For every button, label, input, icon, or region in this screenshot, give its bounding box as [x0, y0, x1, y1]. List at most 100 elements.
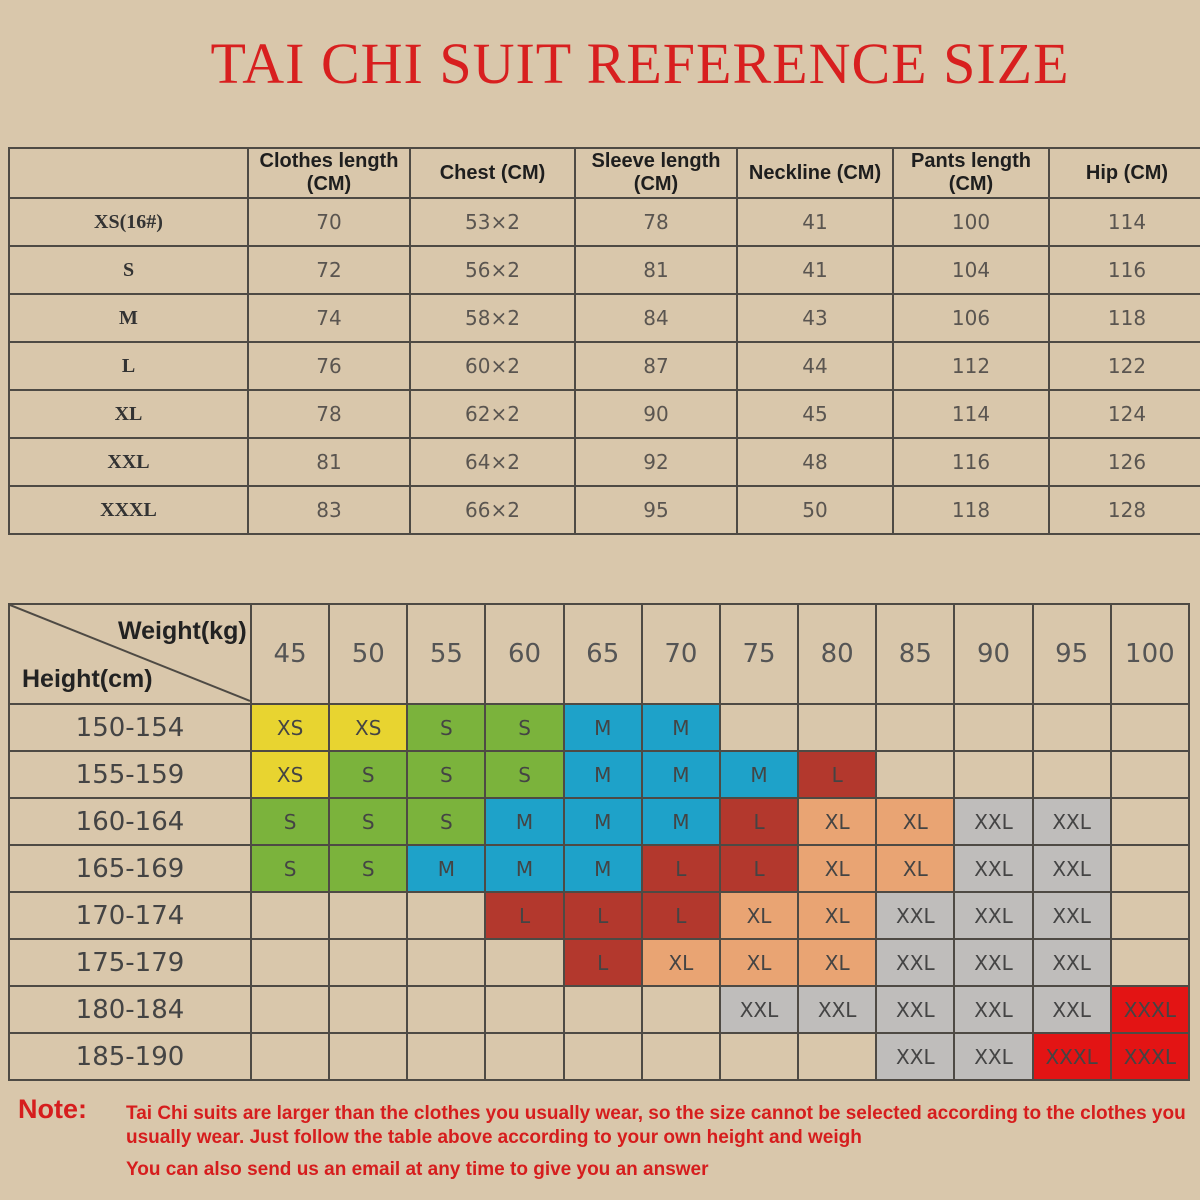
size-cell: 100 [892, 197, 1050, 247]
size-cell: XXXL [1109, 985, 1191, 1034]
height-row: 160-164 S S S M M M L XL XL XXL XXL [8, 797, 1191, 846]
size-cell: XXXL [1109, 1032, 1191, 1081]
weight-header: 55 [406, 603, 487, 705]
height-label: 185-190 [8, 1032, 252, 1081]
size-cell: L [718, 844, 800, 893]
header-cell: Neckline (CM) [736, 147, 894, 199]
size-cell [406, 985, 487, 1034]
size-name: XXL [8, 437, 249, 487]
size-cell: 45 [736, 389, 894, 439]
size-name: XL [8, 389, 249, 439]
size-name: XXXL [8, 485, 249, 535]
size-cell: 41 [736, 245, 894, 295]
size-cell: 72 [247, 245, 411, 295]
size-cell [718, 1032, 800, 1081]
size-cell: S [249, 797, 331, 846]
size-cell: L [640, 891, 721, 940]
size-cell: 90 [574, 389, 738, 439]
size-cell: S [484, 703, 565, 752]
weight-header: 70 [640, 603, 721, 705]
size-row: XL 78 62×2 90 45 114 124 [8, 389, 1200, 439]
size-cell: XL [718, 891, 800, 940]
size-cell: XXXL [1031, 1032, 1112, 1081]
height-label: 160-164 [8, 797, 252, 846]
size-cell: 124 [1048, 389, 1200, 439]
size-cell: XXL [875, 938, 956, 987]
weight-header: 45 [249, 603, 331, 705]
size-cell: L [484, 891, 565, 940]
size-cell: XL [797, 844, 878, 893]
size-cell: 128 [1048, 485, 1200, 535]
size-cell: 81 [247, 437, 411, 487]
size-cell: 104 [892, 245, 1050, 295]
size-cell: M [640, 797, 721, 846]
size-cell: S [328, 844, 409, 893]
size-cell: XXL [1031, 985, 1112, 1034]
size-cell: XL [797, 938, 878, 987]
corner-cell: Weight(kg) Height(cm) [8, 603, 252, 705]
size-cell: 84 [574, 293, 738, 343]
size-cell [718, 703, 800, 752]
size-cell: 43 [736, 293, 894, 343]
size-cell: XXL [797, 985, 878, 1034]
size-cell: 74 [247, 293, 411, 343]
weight-header: 75 [718, 603, 800, 705]
size-cell: M [484, 797, 565, 846]
header-row: Weight(kg) Height(cm) 45 50 55 60 65 70 75 80 85 90… [8, 603, 1191, 705]
note-line: You can also send us an email at any tim… [126, 1159, 709, 1180]
height-row: 175-179 L XL XL XL XXL XXL XXL [8, 938, 1191, 987]
size-cell: M [562, 750, 643, 799]
size-cell: XL [797, 891, 878, 940]
size-cell [1109, 891, 1191, 940]
size-cell: XXL [1031, 891, 1112, 940]
size-cell: S [249, 844, 331, 893]
size-cell: XS [249, 703, 331, 752]
size-cell [249, 938, 331, 987]
size-cell: L [562, 938, 643, 987]
size-cell: 48 [736, 437, 894, 487]
size-cell [640, 985, 721, 1034]
size-cell: XL [875, 797, 956, 846]
size-cell [797, 703, 878, 752]
size-cell: 41 [736, 197, 894, 247]
size-cell: 95 [574, 485, 738, 535]
size-cell: XXL [1031, 844, 1112, 893]
size-cell [640, 1032, 721, 1081]
size-cell: 118 [1048, 293, 1200, 343]
size-cell [1109, 797, 1191, 846]
weight-header: 80 [797, 603, 878, 705]
size-cell: S [406, 750, 487, 799]
size-cell: S [328, 750, 409, 799]
size-cell: XXL [953, 985, 1034, 1034]
size-cell: XS [328, 703, 409, 752]
size-cell [249, 891, 331, 940]
size-cell [1109, 938, 1191, 987]
size-cell: XXL [953, 1032, 1034, 1081]
size-cell: 50 [736, 485, 894, 535]
size-cell: XL [718, 938, 800, 987]
height-label: 170-174 [8, 891, 252, 940]
size-cell: XXL [953, 844, 1034, 893]
size-cell [1109, 703, 1191, 752]
size-cell [1109, 750, 1191, 799]
size-cell: M [406, 844, 487, 893]
height-row: 185-190 XXL XXL XXXL XXXL [8, 1032, 1191, 1081]
size-cell: M [484, 844, 565, 893]
size-cell: 70 [247, 197, 411, 247]
size-cell [484, 1032, 565, 1081]
header-cell: Sleeve length (CM) [574, 147, 738, 199]
size-cell: XXL [875, 1032, 956, 1081]
height-row: 180-184 XXL XXL XXL XXL XXL XXXL [8, 985, 1191, 1034]
size-cell: M [640, 703, 721, 752]
size-cell [249, 985, 331, 1034]
size-cell: 60×2 [409, 341, 576, 391]
size-cell: XXL [1031, 938, 1112, 987]
height-row: 150-154 XS XS S S M M [8, 703, 1191, 752]
size-cell: 56×2 [409, 245, 576, 295]
size-cell: 62×2 [409, 389, 576, 439]
size-cell [953, 750, 1034, 799]
size-cell: L [562, 891, 643, 940]
size-cell [875, 750, 956, 799]
size-cell: M [640, 750, 721, 799]
size-cell: 126 [1048, 437, 1200, 487]
